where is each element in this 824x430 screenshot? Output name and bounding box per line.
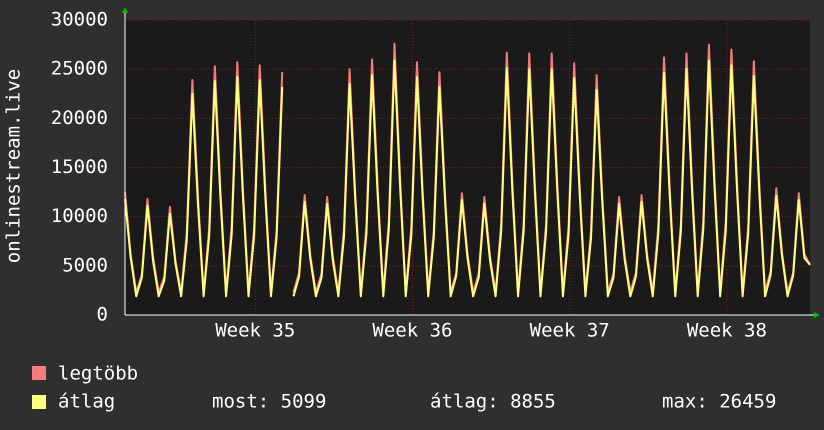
legend-swatch [32, 366, 46, 380]
y-tick-label: 15000 [51, 156, 108, 178]
ticks: 0 5000 10000 15000 20000 25000 30000 Week 35 Wee… [51, 9, 767, 342]
y-tick-label: 5000 [62, 254, 108, 276]
y-arrow [122, 7, 128, 13]
legend-label: legtöbb [58, 363, 138, 385]
legend-swatch [32, 395, 46, 409]
x-tick-label: Week 36 [372, 320, 452, 342]
legend-label: átlag [58, 391, 115, 413]
stat-label: max: 26459 [662, 391, 776, 413]
y-tick-label: 30000 [51, 9, 108, 31]
series-line [124, 59, 811, 298]
y-tick-label: 0 [97, 304, 108, 326]
stat-label: átlag: 8855 [430, 391, 556, 413]
stat-label: most: 5099 [212, 391, 326, 413]
y-tick-label: 25000 [51, 58, 108, 80]
x-tick-label: Week 38 [687, 320, 767, 342]
y-tick-label: 20000 [51, 107, 108, 129]
x-tick-label: Week 35 [215, 320, 295, 342]
lines [124, 42, 811, 298]
y-axis-label: onlinestream.live [3, 69, 25, 263]
x-arrow [814, 312, 820, 318]
y-tick-label: 10000 [51, 205, 108, 227]
x-tick-label: Week 37 [530, 320, 610, 342]
